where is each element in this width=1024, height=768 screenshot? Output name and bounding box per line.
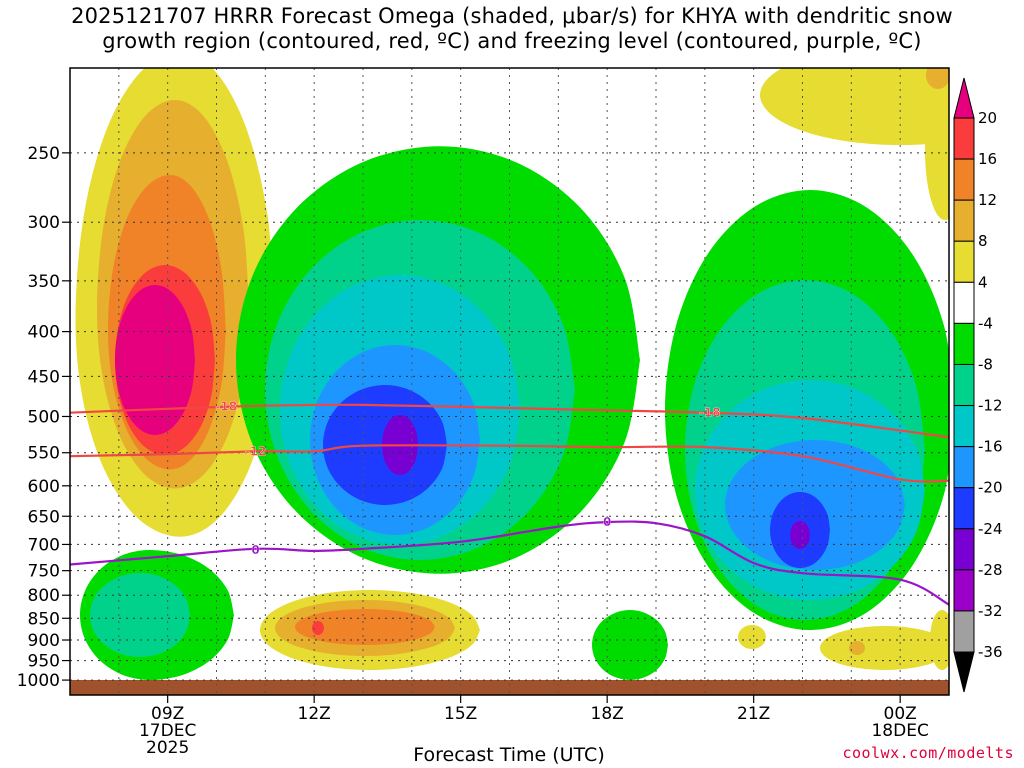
- colorbar-label-7: -12: [978, 397, 1003, 415]
- omega-neg-8-lowleft: [90, 573, 190, 657]
- omega-pos-16-low: [312, 621, 324, 635]
- y-tick-label-550: 550: [28, 444, 60, 464]
- omega-neg-4-small: [592, 610, 668, 680]
- omega-pos-8-upright: [926, 68, 949, 89]
- colorbar: 20 16 12 8 4 -4 -8 -12 -16 -20 -24 -28 -32 -36: [953, 77, 1003, 693]
- x-tick-label-9-1: 17DEC: [139, 721, 196, 741]
- colorbar-label-3: 8: [978, 232, 988, 250]
- omega-pos-4-lowright2: [820, 626, 949, 670]
- x-tick-label-12-0: 12Z: [298, 704, 331, 724]
- plot-frame: [69, 67, 950, 696]
- x-tick-label-24-1: 18DEC: [871, 721, 928, 741]
- x-axis-title: Forecast Time (UTC): [413, 744, 605, 766]
- y-tick-label-650: 650: [28, 507, 60, 527]
- omega-pos-4-upright: [760, 68, 949, 145]
- colorbar-box-9: [953, 487, 975, 530]
- colorbar-box-0: [953, 117, 975, 160]
- colorbar-box-5: [953, 322, 975, 365]
- y-tick-label-500: 500: [28, 407, 60, 427]
- colorbar-label-12: -32: [978, 602, 1003, 620]
- credit-link[interactable]: coolwx.com/modelts: [842, 744, 1014, 762]
- y-tick-label-750: 750: [28, 562, 60, 582]
- colorbar-label-9: -20: [978, 479, 1003, 497]
- colorbar-label-0: 20: [978, 109, 997, 127]
- colorbar-box-3: [953, 240, 975, 283]
- dgz-minus12-line: [70, 444, 949, 483]
- freezing-level-label-1: 0: [603, 515, 611, 529]
- colorbar-label-1: 16: [978, 150, 997, 168]
- y-tick-label-1000: 1000: [17, 671, 60, 691]
- omega-pos-4-lowright1: [738, 625, 766, 649]
- colorbar-box-11: [953, 569, 975, 612]
- colorbar-box-12: [953, 610, 975, 653]
- x-tick-label-24-0: 00Z: [884, 704, 917, 724]
- chart-title: 2025121707 HRRR Forecast Omega (shaded, …: [0, 4, 1024, 54]
- omega-pos-4-lowright3: [930, 610, 949, 670]
- colorbar-box-6: [953, 363, 975, 407]
- colorbar-arrow-bottom: [953, 651, 975, 693]
- y-tick-label-850: 850: [28, 609, 60, 629]
- colorbar-box-2: [953, 199, 975, 242]
- dgz-minus18-label-1: -18: [699, 406, 721, 420]
- omega-pos-8-lowright: [849, 641, 865, 655]
- colorbar-label-5: -4: [978, 314, 993, 332]
- dgz-minus12-label-0: -12: [245, 444, 267, 458]
- y-tick-label-950: 950: [28, 652, 60, 672]
- colorbar-label-6: -8: [978, 355, 993, 373]
- colorbar-arrow-top: [953, 77, 975, 119]
- colorbar-label-4: 4: [978, 273, 988, 291]
- y-tick-label-450: 450: [28, 367, 60, 387]
- y-tick-label-350: 350: [28, 272, 60, 292]
- x-tick-label-21-0: 21Z: [737, 704, 770, 724]
- colorbar-box-8: [953, 446, 975, 489]
- omega-pos-4-upright-edge: [925, 80, 949, 220]
- y-tick-label-300: 300: [28, 213, 60, 233]
- colorbar-label-10: -24: [978, 520, 1003, 538]
- y-tick-label-600: 600: [28, 477, 60, 497]
- colorbar-box-1: [953, 158, 975, 201]
- colorbar-label-2: 12: [978, 191, 997, 209]
- x-tick-label-18-0: 18Z: [591, 704, 624, 724]
- ground-layer: [70, 680, 949, 695]
- colorbar-box-4: [953, 281, 975, 324]
- y-axis: 2503003504004505005506006507007508008509…: [17, 144, 70, 691]
- y-tick-label-900: 900: [28, 631, 60, 651]
- omega-neg-24-right: [790, 521, 810, 549]
- colorbar-label-8: -16: [978, 438, 1003, 456]
- freezing-level-label-0: 0: [251, 543, 259, 557]
- y-tick-label-250: 250: [28, 144, 60, 164]
- freezing-level-line: [70, 520, 949, 606]
- colorbar-label-13: -36: [978, 643, 1003, 661]
- x-tick-label-9-2: 2025: [146, 738, 189, 758]
- contour-lines: -18 -18 -12 0 0: [70, 399, 949, 606]
- omega-pos-20-left: [115, 285, 195, 435]
- dgz-minus18-line: [70, 403, 949, 439]
- title-line-1: 2025121707 HRRR Forecast Omega (shaded, …: [71, 4, 953, 28]
- dgz-minus18-label-0: -18: [215, 399, 237, 413]
- colorbar-box-10: [953, 528, 975, 571]
- y-tick-label-800: 800: [28, 586, 60, 606]
- title-line-2: growth region (contoured, red, ºC) and f…: [102, 29, 922, 53]
- colorbar-box-7: [953, 405, 975, 448]
- x-tick-label-15-0: 15Z: [444, 704, 477, 724]
- omega-shading: [75, 68, 949, 680]
- colorbar-label-11: -28: [978, 561, 1003, 579]
- y-tick-label-400: 400: [28, 323, 60, 343]
- y-tick-label-700: 700: [28, 535, 60, 555]
- x-tick-label-9-0: 09Z: [151, 704, 184, 724]
